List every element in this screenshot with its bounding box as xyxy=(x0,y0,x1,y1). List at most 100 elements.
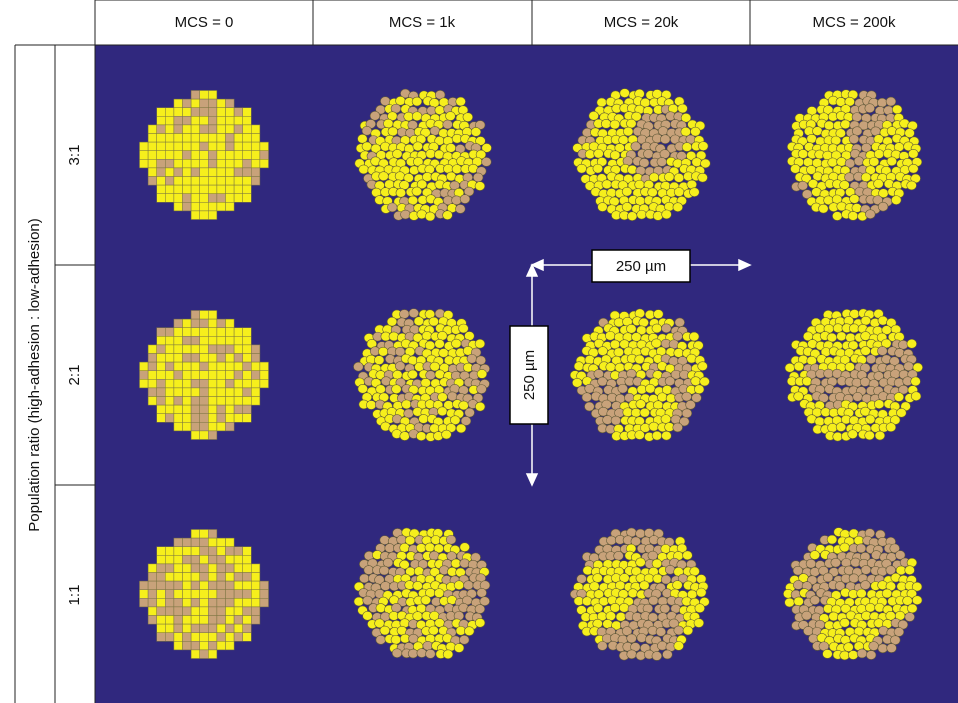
cell xyxy=(217,397,226,406)
cell xyxy=(191,590,200,599)
cell xyxy=(865,415,875,424)
cell xyxy=(157,616,166,625)
cell xyxy=(827,535,837,544)
cell xyxy=(217,362,226,371)
cell xyxy=(379,566,389,575)
cell xyxy=(165,607,174,616)
cell xyxy=(226,134,235,143)
cell xyxy=(234,598,243,607)
cell xyxy=(652,651,662,660)
cell xyxy=(251,590,260,599)
cell xyxy=(437,407,447,416)
cell xyxy=(443,211,453,220)
cell xyxy=(183,379,192,388)
cell xyxy=(157,379,166,388)
cell xyxy=(157,388,166,397)
cell xyxy=(408,370,418,379)
cell xyxy=(849,135,859,144)
cell xyxy=(191,108,200,117)
cell xyxy=(165,354,174,363)
cell xyxy=(396,188,406,197)
cell xyxy=(399,310,409,319)
cell xyxy=(191,388,200,397)
cell xyxy=(217,125,226,134)
cell xyxy=(907,604,917,613)
cell xyxy=(251,168,260,177)
cell xyxy=(200,405,209,414)
cell xyxy=(860,377,870,386)
cell xyxy=(200,142,209,151)
cell xyxy=(376,635,386,644)
cell xyxy=(911,377,921,386)
cell xyxy=(243,168,252,177)
cell xyxy=(217,547,226,556)
cell xyxy=(183,345,192,354)
cell xyxy=(861,581,871,590)
cell xyxy=(610,120,620,129)
cell xyxy=(183,177,192,186)
cell xyxy=(627,634,637,643)
cell xyxy=(391,635,401,644)
cell xyxy=(243,151,252,160)
cell xyxy=(217,345,226,354)
cell xyxy=(682,409,692,418)
cell xyxy=(908,149,918,158)
cell xyxy=(226,319,235,328)
cell xyxy=(857,649,867,658)
cell xyxy=(226,354,235,363)
cell xyxy=(208,624,217,633)
cell xyxy=(354,597,364,606)
cell xyxy=(174,194,183,203)
cell xyxy=(877,346,887,355)
cell xyxy=(217,616,226,625)
cell xyxy=(234,547,243,556)
cell xyxy=(674,641,684,650)
cell xyxy=(226,547,235,556)
cell xyxy=(217,99,226,108)
cell xyxy=(471,127,481,136)
cell xyxy=(446,535,456,544)
cell xyxy=(191,91,200,100)
cell xyxy=(200,91,209,100)
cell xyxy=(148,607,157,616)
cell xyxy=(200,134,209,143)
cell xyxy=(429,626,439,635)
cell xyxy=(226,142,235,151)
cell xyxy=(200,345,209,354)
cell xyxy=(148,564,157,573)
cell xyxy=(208,159,217,168)
cell xyxy=(208,177,217,186)
cell xyxy=(812,127,822,136)
cell xyxy=(165,185,174,194)
cell xyxy=(833,324,843,333)
cell xyxy=(148,159,157,168)
cell xyxy=(477,369,487,378)
cell xyxy=(376,385,386,394)
cell xyxy=(140,371,149,380)
cell xyxy=(894,627,904,636)
cell xyxy=(148,151,157,160)
cell xyxy=(802,611,812,620)
cell xyxy=(622,202,632,211)
cell xyxy=(905,613,915,622)
cell xyxy=(234,108,243,117)
cell xyxy=(442,430,452,439)
cell xyxy=(208,211,217,220)
cell xyxy=(892,105,902,114)
cell xyxy=(157,590,166,599)
cell xyxy=(454,581,464,590)
cell xyxy=(191,211,200,220)
cell xyxy=(593,164,603,173)
cell xyxy=(183,624,192,633)
cell xyxy=(183,185,192,194)
cell xyxy=(631,142,641,151)
cell xyxy=(234,573,243,582)
cell xyxy=(853,392,863,401)
cell xyxy=(226,405,235,414)
cell xyxy=(391,603,401,612)
cell xyxy=(208,336,217,345)
cell xyxy=(408,649,418,658)
cell xyxy=(631,408,641,417)
cell xyxy=(191,328,200,337)
cell xyxy=(200,538,209,547)
